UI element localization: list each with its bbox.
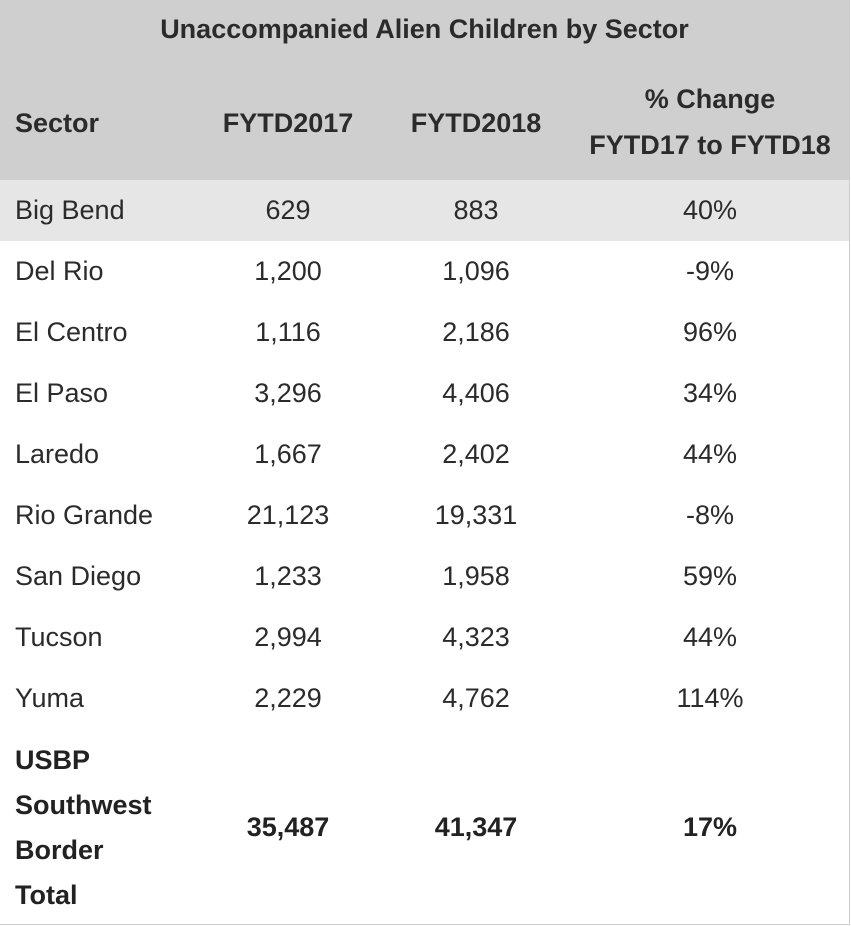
sector-cell: San Diego [15,561,142,591]
fytd2018-cell: 2,186 [442,317,510,347]
percent-change-cell: 40% [682,195,738,225]
total-sector-label-line: USBP [15,745,91,775]
column-header-fytd2017: FYTD2017 [222,108,354,138]
total-sector-label: USBP Southwest Border Total [15,738,195,918]
table-row: El Paso 3,296 4,406 34% [0,363,849,424]
sector-cell: Rio Grande [15,500,154,530]
fytd2018-cell: 2,402 [442,439,510,469]
fytd2017-cell: 629 [265,195,311,225]
column-header-sector: Sector [15,108,100,138]
fytd2018-cell: 1,096 [442,256,510,286]
table-row: San Diego 1,233 1,958 59% [0,546,849,607]
total-percent-change: 17% [682,812,738,842]
fytd2018-cell: 883 [453,195,499,225]
fytd2018-cell: 4,762 [442,683,510,713]
column-header-row: Sector FYTD2017 FYTD2018 % Change FYTD17… [0,74,849,174]
percent-change-cell: 59% [682,561,738,591]
percent-change-cell: 114% [676,683,744,713]
table-header: Unaccompanied Alien Children by Sector S… [0,0,849,180]
column-header-percent-change: % Change FYTD17 to FYTD18 [570,76,850,168]
percent-change-cell: -9% [685,256,734,286]
fytd2017-cell: 1,233 [254,561,322,591]
sector-cell: Tucson [15,622,103,652]
sector-cell: El Centro [15,317,128,347]
fytd2017-cell: 3,296 [254,378,322,408]
fytd2017-cell: 1,667 [254,439,322,469]
fytd2017-cell: 1,116 [255,317,321,347]
table-row: Tucson 2,994 4,323 44% [0,607,849,668]
fytd2017-cell: 1,200 [254,256,322,286]
fytd2018-cell: 19,331 [434,500,518,530]
percent-change-cell: 44% [682,622,738,652]
sector-cell: Laredo [15,439,100,469]
percent-change-cell: 44% [682,439,738,469]
total-fytd2018: 41,347 [434,812,518,842]
fytd2017-cell: 21,123 [246,500,330,530]
column-header-fytd2018: FYTD2018 [410,108,542,138]
table-row: Laredo 1,667 2,402 44% [0,424,849,485]
table-row-total: USBP Southwest Border Total 35,487 41,34… [0,730,849,925]
fytd2017-cell: 2,994 [254,622,322,652]
percent-change-cell: -8% [685,500,734,530]
table-row: Rio Grande 21,123 19,331 -8% [0,485,849,546]
percent-change-cell: 34% [682,378,738,408]
sector-cell: El Paso [15,378,109,408]
column-header-percent-change-line1: % Change [644,84,776,114]
fytd2018-cell: 4,406 [442,378,510,408]
fytd2017-cell: 2,229 [254,683,322,713]
table-title: Unaccompanied Alien Children by Sector [160,14,689,44]
table-row: Del Rio 1,200 1,096 -9% [0,241,849,302]
total-sector-label-line: Border [15,835,104,865]
table-row: El Centro 1,116 2,186 96% [0,302,849,363]
total-sector-label-line: Total [15,880,78,910]
sector-cell: Big Bend [15,195,125,225]
total-fytd2017: 35,487 [246,812,330,842]
table-row: Big Bend 629 883 40% [0,180,849,241]
sector-cell: Del Rio [15,256,104,286]
total-sector-label-line: Southwest [15,790,152,820]
column-header-percent-change-line2: FYTD17 to FYTD18 [589,130,831,160]
percent-change-cell: 96% [682,317,738,347]
fytd2018-cell: 1,958 [442,561,510,591]
sector-cell: Yuma [15,683,85,713]
table-row: Yuma 2,229 4,762 114% [0,668,849,729]
fytd2018-cell: 4,323 [442,622,510,652]
